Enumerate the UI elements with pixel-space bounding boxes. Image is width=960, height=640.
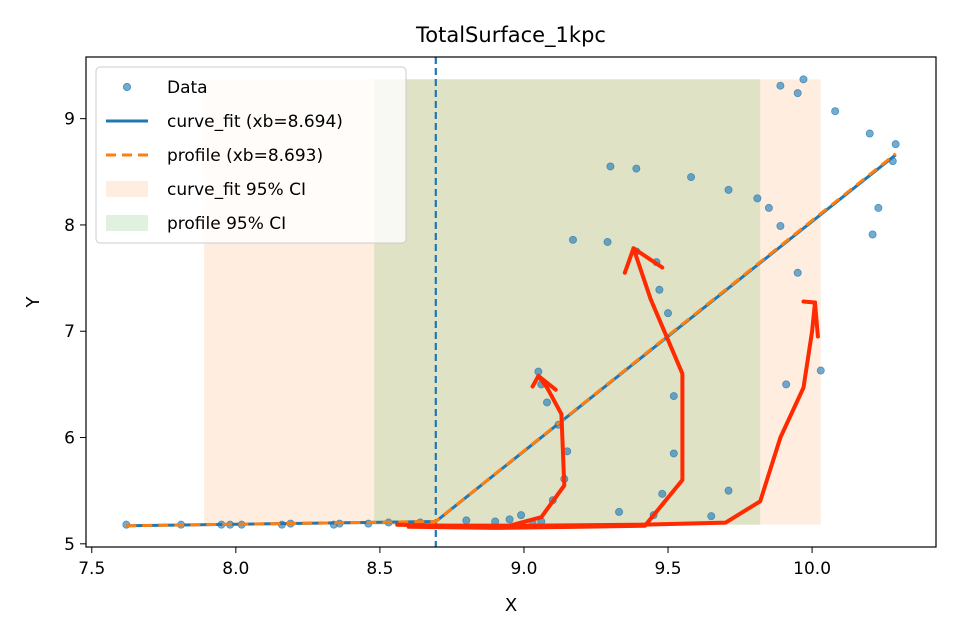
data-point [615,507,624,516]
data-point [687,173,696,182]
plot-frame [85,56,937,548]
x-tick-label: 9.5 [655,559,682,579]
ci-spans [204,79,821,525]
legend-label: curve_fit (xb=8.694) [167,112,343,132]
x-tick-label: 7.5 [78,559,105,579]
data-point [724,486,733,495]
data-point [865,129,874,138]
profile-ci-span [374,79,761,525]
data-point [655,285,664,294]
y-tick-label: 5 [64,535,75,555]
data-point [658,489,667,498]
data-point [799,75,808,84]
y-axis-title: Y [23,296,44,309]
data-point [874,203,883,212]
data-point [632,164,641,173]
y-tick-label: 6 [64,429,75,449]
annotation-arrow-3 [435,300,817,528]
annotation-arrowhead-3 [801,299,820,339]
legend-label: profile (xb=8.693) [167,146,323,166]
data-point [707,512,716,521]
data-point [816,366,825,375]
y-tick-label: 7 [64,322,75,342]
legend: Data curve_fit (xb=8.694) profile (xb=8.69… [95,66,407,244]
x-axis-title: X [505,595,517,616]
x-tick-label: 8.5 [366,559,393,579]
y-tick-label: 8 [64,216,75,236]
legend-box [95,66,407,244]
legend-label: Data [167,78,208,98]
annotation-arrowhead-1 [530,373,558,392]
data-point [669,449,678,458]
data-point [505,515,514,524]
data-point [462,516,471,525]
legend-label: profile 95% CI [167,214,286,234]
data-point [603,237,612,246]
fit-lines [126,57,897,547]
data-point [868,230,877,239]
legend-swatch-curve-fit-ci [106,181,148,197]
data-point [782,380,791,389]
data-point [831,107,840,116]
data-point [793,89,802,98]
y-tick-label: 9 [64,110,75,130]
legend-swatch-profile-ci [106,215,148,231]
data-point [543,398,552,407]
data-point [776,81,785,90]
x-tick-label: 9.0 [510,559,537,579]
data-point [664,309,673,318]
profile-line [126,152,897,528]
data-point [793,268,802,277]
data-point [724,185,733,194]
data-point [753,194,762,203]
data-point [891,140,900,149]
annotation-arrow-2 [406,246,685,530]
data-point [764,203,773,212]
x-tick-label: 10.0 [793,559,831,579]
hand-drawn-arrows [395,246,820,530]
data-point [606,162,615,171]
legend-label: curve_fit 95% CI [167,180,306,200]
data-point [517,511,526,520]
data-point [568,235,577,244]
x-tick-label: 8.0 [222,559,249,579]
legend-swatch-data [122,82,132,92]
data-point [669,392,678,401]
data-point [776,222,785,231]
axes: 7.5 8.0 8.5 9.0 9.5 10.0 5 6 7 8 9 [64,110,831,579]
chart-title: TotalSurface_1kpc [415,23,606,48]
annotation-arrowhead-2 [622,246,665,275]
